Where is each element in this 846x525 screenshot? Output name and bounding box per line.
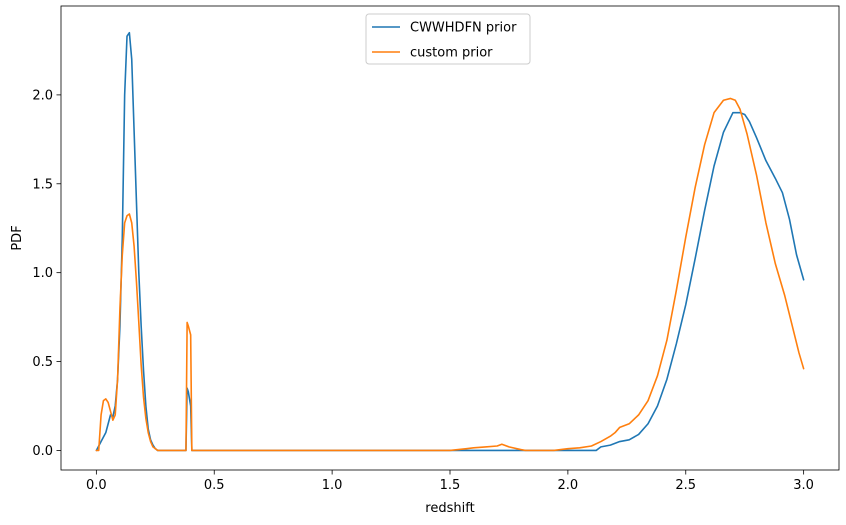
x-tick-label: 0.0 [86,478,107,493]
series-lines [95,31,805,452]
y-tick-label: 0.0 [32,444,53,459]
y-tick-label: 1.0 [32,266,53,281]
plot-area [61,6,839,470]
series-line-custom-prior [95,97,805,452]
x-tick-label: 3.0 [793,478,814,493]
x-tick-label: 2.5 [675,478,696,493]
legend-box [365,13,531,65]
x-tick-label: 1.0 [322,478,343,493]
y-tick-label: 1.5 [32,177,53,192]
x-axis: 0.0 0.5 1.0 1.5 2.0 2.5 3.0 [86,470,814,493]
x-axis-label: redshift [425,501,474,516]
x-tick-label: 2.0 [558,478,579,493]
y-tick-label: 0.5 [32,355,53,370]
x-tick-label: 0.5 [204,478,225,493]
legend-entry-custom-prior: custom prior [410,46,493,61]
y-tick-label: 2.0 [32,88,53,103]
series-line-cwwhdfn-prior [95,31,805,452]
legend: CWWHDFN prior custom prior [365,13,531,65]
y-axis-label: PDF [10,225,25,250]
x-tick-label: 1.5 [440,478,461,493]
legend-entry-cwwhdfn-prior: CWWHDFN prior [410,21,517,36]
y-axis: 0.0 0.5 1.0 1.5 2.0 [32,88,61,459]
